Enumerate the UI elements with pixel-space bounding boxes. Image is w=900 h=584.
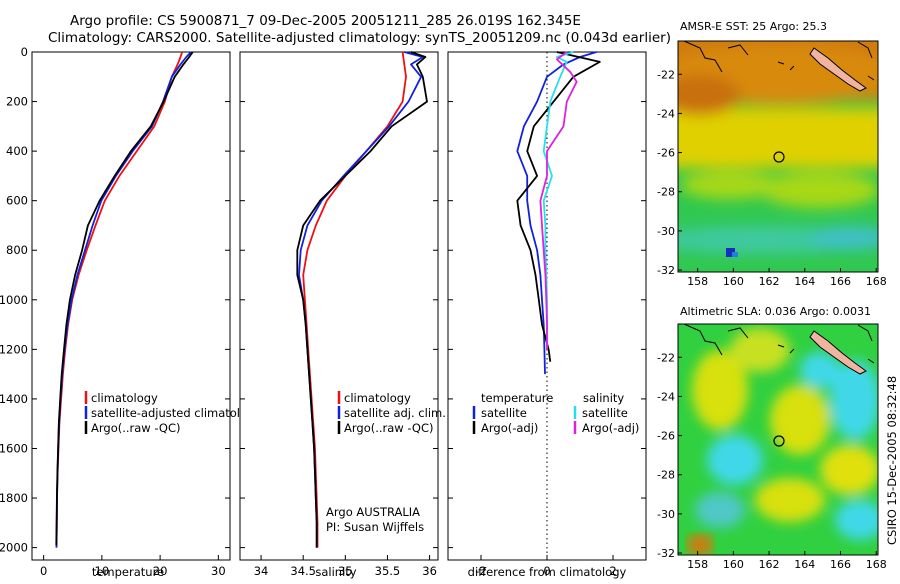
- difference-panel: -2 0 2 difference from climatology tempera…: [447, 51, 647, 579]
- sla-map-xtick-label: 160: [723, 558, 744, 571]
- float-info-line-2: PI: Susan Wijffels: [326, 520, 424, 534]
- difference-xlabel: difference from climatology: [468, 565, 627, 579]
- temperature-xlabel: temperature: [92, 565, 164, 579]
- sst-map-field: [678, 41, 878, 272]
- sst-map-xtick-label: 168: [866, 275, 887, 288]
- salinity-xtick-label: 34.5: [290, 564, 316, 578]
- difference-legend: temperature salinity satellite Argo(-adj…: [472, 391, 639, 435]
- depth-ytick-label: 1000: [0, 293, 28, 307]
- temperature-xtick-label: 10: [95, 564, 110, 578]
- sla-map-ytick-label: -32: [657, 547, 675, 560]
- sst-map-xtick-label: 158: [687, 275, 708, 288]
- sla-map-title: Altimetric SLA: 0.036 Argo: 0.0031: [680, 305, 871, 318]
- legend-climatology: climatology: [344, 391, 411, 405]
- sst-map-ytick-label: -28: [657, 186, 675, 199]
- sla-map-xtick-label: 166: [830, 558, 851, 571]
- sst-map-ytick-label: -30: [657, 225, 675, 238]
- float-info-line-1: Argo AUSTRALIA: [326, 505, 420, 519]
- depth-ytick-label: 1400: [0, 392, 28, 406]
- sla-map-frame: [677, 323, 879, 556]
- legend-climatology: climatology: [91, 391, 158, 405]
- sst-map-xtick-label: 166: [830, 275, 851, 288]
- temperature-xtick-label: 0: [40, 564, 47, 578]
- sst-map-panel: AMSR-E SST: 25 Argo: 25.3 158 160 162 164 16…: [657, 20, 887, 288]
- salinity-panel: 34 34.5 35 35.5 36 salinity climatology sate…: [239, 51, 446, 579]
- salinity-xlabel: salinity: [315, 565, 356, 579]
- sst-map-ytick-label: -26: [657, 147, 675, 160]
- sla-map-xtick-label: 158: [687, 558, 708, 571]
- legend-argo: Argo(..raw -QC): [344, 421, 434, 435]
- depth-ytick-label: 2000: [0, 541, 28, 555]
- legend-sal-satellite: satellite: [582, 406, 628, 420]
- temperature-panel: 0 10 20 30 0 200 400 600 800 1000 1200 1400 1600 1800…: [0, 45, 254, 579]
- sla-map-xtick-label: 162: [759, 558, 780, 571]
- sla-map-xtick-label: 164: [794, 558, 815, 571]
- legend-satellite-adj: satellite adj. clim.: [344, 406, 446, 420]
- legend-temp-argo: Argo(-adj): [481, 421, 538, 435]
- temperature-xtick-label: 30: [211, 564, 226, 578]
- depth-ytick-label: 1200: [0, 342, 28, 356]
- float-position-marker: [773, 151, 785, 163]
- salinity-xtick-label: 35: [338, 564, 353, 578]
- sst-map-xtick-label: 160: [723, 275, 744, 288]
- temperature-legend: climatology satellite-adjusted climatolo…: [84, 391, 254, 435]
- legend-sal-argo: Argo(-adj): [582, 421, 639, 435]
- sla-map-panel: Altimetric SLA: 0.036 Argo: 0.0031 158 16…: [657, 305, 887, 571]
- depth-ytick-label: 400: [6, 144, 28, 158]
- sst-map-ytick-label: -32: [657, 264, 675, 277]
- legend-temperature-header: temperature: [481, 391, 553, 405]
- sst-map-xtick-label: 164: [794, 275, 815, 288]
- depth-ytick-label: 800: [6, 243, 28, 257]
- salinity-xtick-label: 36: [422, 564, 437, 578]
- depth-ytick-label: 1600: [0, 441, 28, 455]
- sst-map-xtick-label: 162: [759, 275, 780, 288]
- depth-ytick-label: 0: [21, 45, 28, 59]
- salinity-xtick-label: 34: [254, 564, 269, 578]
- difference-series-1-line: [516, 51, 601, 362]
- difference-xtick-label: 2: [609, 564, 616, 578]
- side-timestamp: CSIRO 15-Dec-2005 08:32:48: [885, 376, 899, 545]
- sla-map-ytick-label: -24: [657, 390, 675, 403]
- sst-map-ytick-label: -22: [657, 68, 675, 81]
- float-position-marker: [773, 435, 785, 447]
- header-line-1: Argo profile: CS 5900871_7 09-Dec-2005 2…: [70, 13, 581, 29]
- difference-series-3-line: [539, 51, 578, 350]
- temperature-series-2-line: [55, 51, 194, 546]
- sla-map-ytick-label: -28: [657, 469, 675, 482]
- sla-map-ytick-label: -22: [657, 351, 675, 364]
- sst-map-title: AMSR-E SST: 25 Argo: 25.3: [680, 20, 827, 33]
- depth-ytick-label: 1800: [0, 491, 28, 505]
- sla-map-ytick-label: -26: [657, 430, 675, 443]
- salinity-axes-frame: [239, 51, 439, 561]
- salinity-xtick-label: 35.5: [375, 564, 401, 578]
- legend-argo: Argo(..raw -QC): [91, 421, 181, 435]
- sla-map-field: [678, 324, 878, 555]
- depth-ytick-label: 600: [6, 194, 28, 208]
- legend-satellite-adjusted: satellite-adjusted climatolog: [91, 406, 254, 420]
- sla-map-ytick-label: -30: [657, 508, 675, 521]
- temperature-xtick-label: 20: [153, 564, 168, 578]
- temperature-axes-frame: [31, 51, 231, 561]
- legend-temp-satellite: satellite: [481, 406, 527, 420]
- sla-map-xtick-label: 168: [866, 558, 887, 571]
- salinity-series-2-line: [296, 51, 428, 548]
- salinity-legend: climatology satellite adj. clim. Argo(..…: [337, 391, 446, 435]
- header-line-2: Climatology: CARS2000. Satellite-adjuste…: [48, 30, 671, 46]
- sst-map-ytick-label: -24: [657, 107, 675, 120]
- sst-map-frame: [677, 40, 879, 273]
- legend-salinity-header: salinity: [583, 391, 624, 405]
- depth-ytick-label: 200: [6, 95, 28, 109]
- difference-xtick-label: 0: [543, 564, 550, 578]
- difference-xtick-label: -2: [475, 564, 486, 578]
